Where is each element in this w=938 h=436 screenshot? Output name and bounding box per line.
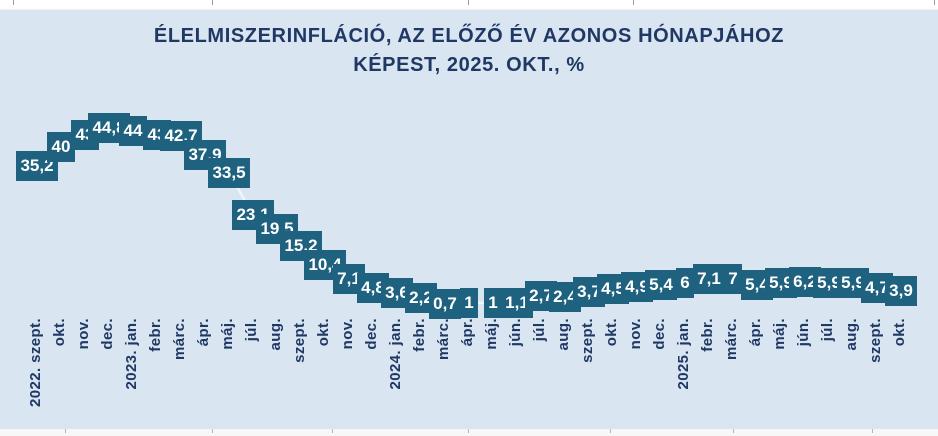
data-label-box: 7,1	[332, 263, 366, 294]
data-label-box: 1	[484, 288, 502, 318]
x-axis-label: jún.	[795, 318, 812, 347]
chart-title-line1: ÉLELMISZERINFLÁCIÓ, AZ ELŐZŐ ÉV AZONOS H…	[153, 25, 785, 47]
x-axis-label: febr.	[147, 318, 164, 352]
x-axis-label: aug.	[555, 318, 572, 351]
x-axis-label: máj.	[771, 318, 788, 350]
data-label-box: 37.9	[184, 140, 226, 171]
gridline-tick	[212, 0, 213, 5]
x-axis-label: júl.	[531, 318, 548, 342]
data-label-box: 5,4	[644, 270, 678, 301]
x-axis-label: márc.	[723, 318, 740, 361]
x-axis-label: ápr.	[195, 318, 212, 347]
gridline-tick	[468, 429, 469, 433]
top-edge-artifact	[0, 0, 938, 10]
gridline-tick	[610, 429, 611, 433]
x-axis-label: nov.	[75, 318, 92, 350]
data-label-box: 6	[676, 268, 694, 298]
x-axis-label: nov.	[339, 318, 356, 350]
x-axis-label: febr.	[411, 318, 428, 352]
gridline-tick	[212, 429, 213, 433]
gridline-tick	[65, 429, 66, 433]
x-axis-label: okt.	[315, 318, 332, 347]
data-label-box: 44	[119, 116, 147, 146]
x-axis-label: máj.	[483, 318, 500, 350]
x-axis-label: 2022. szept.	[27, 318, 44, 408]
data-label-box: 7,1	[692, 263, 726, 294]
x-axis-label: 2023. jan.	[123, 318, 140, 390]
x-axis-label: aug.	[267, 318, 284, 351]
x-axis-label: okt.	[603, 318, 620, 347]
data-label-box: 40	[47, 132, 75, 162]
chart-title: ÉLELMISZERINFLÁCIÓ, AZ ELŐZŐ ÉV AZONOS H…	[0, 22, 938, 80]
x-axis-label: szept.	[579, 318, 596, 363]
gridline-tick	[13, 0, 14, 5]
gridline-tick	[332, 429, 333, 433]
x-axis-label: okt.	[891, 318, 908, 347]
x-axis-label: dec.	[651, 318, 668, 350]
gridline-tick	[733, 429, 734, 433]
x-axis-label: ápr.	[747, 318, 764, 347]
x-axis-label: márc.	[435, 318, 452, 361]
data-label-box: 7	[724, 264, 742, 294]
gridline-tick	[872, 429, 873, 433]
x-axis-label: máj.	[219, 318, 236, 350]
x-axis-label: jún.	[507, 318, 524, 347]
x-axis-label: dec.	[363, 318, 380, 350]
gridline-tick	[934, 0, 935, 5]
x-axis-label: nov.	[627, 318, 644, 350]
chart-area: ÉLELMISZERINFLÁCIÓ, AZ ELŐZŐ ÉV AZONOS H…	[0, 9, 938, 429]
x-axis-label: okt.	[51, 318, 68, 347]
x-axis-label: szept.	[291, 318, 308, 363]
x-axis-label: dec.	[99, 318, 116, 350]
x-axis-label: szept.	[867, 318, 884, 363]
data-label-box: 3,9	[884, 276, 918, 307]
x-axis-label: ápr.	[459, 318, 476, 347]
gridline-tick	[468, 0, 469, 5]
bottom-edge-artifact	[0, 429, 938, 436]
x-axis-label: márc.	[171, 318, 188, 361]
x-axis-label: febr.	[699, 318, 716, 352]
data-label-box: 33,5	[208, 158, 250, 188]
data-label-box: 1	[460, 288, 478, 318]
x-axis-label: júl.	[819, 318, 836, 342]
chart-title-line2: KÉPEST, 2025. OKT., %	[353, 54, 585, 76]
x-axis-label: 2024. jan.	[387, 318, 404, 390]
gridline-tick	[633, 0, 634, 5]
x-axis-label: júl.	[243, 318, 260, 342]
data-label-box: 0,7	[428, 289, 462, 320]
inflation-line-canvas	[36, 126, 902, 306]
x-axis-label: 2025. jan.	[675, 318, 692, 390]
x-axis-label: aug.	[843, 318, 860, 351]
